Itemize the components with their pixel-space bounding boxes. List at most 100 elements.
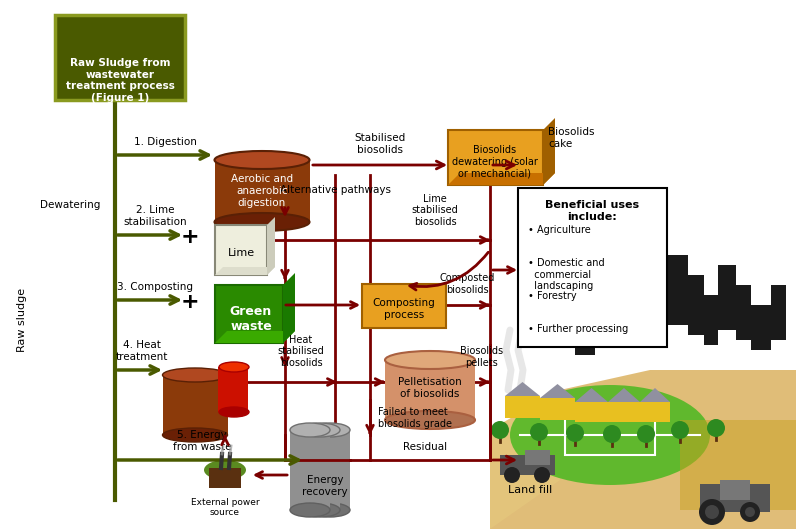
Text: Energy
recovery: Energy recovery: [302, 475, 348, 497]
Text: Residual: Residual: [403, 442, 447, 452]
Bar: [505, 396, 540, 418]
Bar: [720, 480, 750, 500]
Bar: [575, 315, 595, 355]
Polygon shape: [543, 118, 555, 185]
Text: • Agriculture: • Agriculture: [528, 225, 591, 235]
Bar: [680, 420, 796, 510]
Polygon shape: [540, 384, 575, 398]
Polygon shape: [215, 331, 295, 343]
Ellipse shape: [214, 151, 310, 169]
Bar: [385, 360, 475, 420]
Ellipse shape: [162, 428, 228, 442]
Bar: [613, 245, 635, 320]
Ellipse shape: [290, 503, 330, 517]
Circle shape: [534, 467, 550, 483]
Bar: [215, 285, 283, 343]
Ellipse shape: [510, 385, 710, 485]
Text: Land fill: Land fill: [508, 485, 552, 495]
Bar: [575, 402, 608, 422]
Text: Green
waste: Green waste: [230, 305, 272, 333]
Text: Beneficial uses
include:: Beneficial uses include:: [545, 200, 639, 222]
Bar: [668, 255, 688, 325]
Bar: [635, 265, 650, 330]
Bar: [771, 285, 786, 340]
Bar: [209, 468, 241, 488]
Bar: [500, 455, 555, 475]
FancyBboxPatch shape: [518, 188, 667, 347]
Text: • Domestic and
  commercial
  landscaping: • Domestic and commercial landscaping: [528, 258, 605, 291]
Circle shape: [603, 425, 621, 443]
Polygon shape: [490, 390, 560, 529]
Text: Heat
stabilised
biosolids: Heat stabilised biosolids: [278, 335, 325, 368]
Circle shape: [740, 502, 760, 522]
Circle shape: [637, 425, 655, 443]
Circle shape: [699, 499, 725, 525]
Ellipse shape: [290, 423, 330, 437]
Bar: [718, 265, 736, 330]
Ellipse shape: [310, 503, 350, 517]
Bar: [163, 375, 228, 435]
Bar: [215, 160, 310, 222]
Ellipse shape: [385, 411, 475, 429]
Circle shape: [566, 424, 584, 442]
Ellipse shape: [385, 351, 475, 369]
Circle shape: [530, 423, 548, 441]
Ellipse shape: [204, 460, 246, 480]
Text: Stabilised
biosolids: Stabilised biosolids: [354, 133, 406, 155]
Polygon shape: [505, 382, 540, 396]
Polygon shape: [490, 370, 796, 529]
Text: 4. Heat
treatment: 4. Heat treatment: [115, 340, 168, 362]
Bar: [215, 225, 267, 275]
Ellipse shape: [214, 213, 310, 231]
Text: Lime
stabilised
biosolids: Lime stabilised biosolids: [412, 194, 458, 227]
Polygon shape: [608, 388, 640, 402]
Ellipse shape: [219, 407, 249, 417]
Text: Failed to meet
biosolids grade: Failed to meet biosolids grade: [378, 407, 452, 429]
Bar: [565, 415, 655, 455]
Text: • Further processing: • Further processing: [528, 324, 628, 334]
Text: +: +: [181, 227, 199, 247]
Text: Aerobic and
anaerobic
digestion: Aerobic and anaerobic digestion: [231, 175, 293, 207]
FancyBboxPatch shape: [55, 15, 185, 100]
Circle shape: [504, 467, 520, 483]
Bar: [640, 402, 670, 422]
Polygon shape: [267, 217, 275, 275]
Text: 3. Composting: 3. Composting: [117, 282, 193, 292]
Text: Pelletisation
of biosolids: Pelletisation of biosolids: [398, 377, 462, 399]
Text: 1. Digestion: 1. Digestion: [134, 137, 197, 147]
Text: Lime: Lime: [228, 248, 255, 258]
Text: External power
source: External power source: [191, 498, 259, 517]
Bar: [700, 484, 770, 512]
Text: 2. Lime
stabilisation: 2. Lime stabilisation: [123, 205, 187, 227]
Ellipse shape: [300, 503, 340, 517]
Bar: [448, 130, 543, 185]
Circle shape: [491, 421, 509, 439]
Ellipse shape: [310, 423, 350, 437]
Text: +: +: [181, 292, 199, 312]
Circle shape: [707, 419, 725, 437]
Text: Alternative pathways: Alternative pathways: [280, 185, 391, 195]
Bar: [560, 301, 575, 348]
Bar: [525, 450, 550, 465]
Text: • Forestry: • Forestry: [528, 291, 576, 301]
Text: Raw Sludge from
wastewater
treatment process
(Figure 1): Raw Sludge from wastewater treatment pro…: [65, 58, 174, 103]
Ellipse shape: [300, 423, 340, 437]
Text: Dewatering: Dewatering: [40, 200, 100, 210]
Polygon shape: [640, 388, 670, 402]
Circle shape: [745, 507, 755, 517]
Bar: [650, 285, 668, 340]
Circle shape: [671, 421, 689, 439]
Circle shape: [705, 505, 719, 519]
Text: Biosolids
cake: Biosolids cake: [548, 127, 595, 149]
Text: Biosolids
dewatering (solar
or mechancial): Biosolids dewatering (solar or mechancia…: [452, 145, 538, 179]
Bar: [290, 430, 330, 510]
Text: Raw sludge: Raw sludge: [17, 288, 27, 352]
Bar: [608, 402, 640, 422]
FancyBboxPatch shape: [362, 284, 446, 328]
Ellipse shape: [162, 368, 228, 382]
Text: Composted
biosolids: Composted biosolids: [439, 273, 494, 295]
Bar: [595, 285, 613, 340]
Ellipse shape: [219, 362, 249, 372]
Text: Composting
process: Composting process: [373, 298, 435, 320]
Polygon shape: [215, 267, 275, 275]
